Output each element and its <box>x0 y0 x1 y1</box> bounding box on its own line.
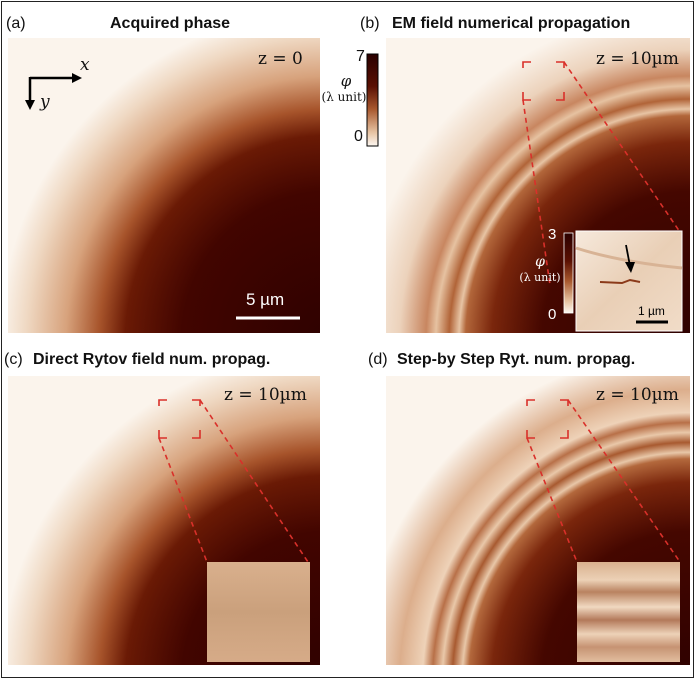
panel-b-z-label: z = 10µm <box>596 49 679 69</box>
panel-c-z-label: z = 10µm <box>224 385 307 405</box>
colorbar-inset-max: 3 <box>548 226 557 243</box>
colorbar-main-min: 0 <box>354 128 363 145</box>
inset-d-image <box>577 562 680 662</box>
zoom-box-b <box>522 61 683 286</box>
colorbar-inset-min: 0 <box>548 306 557 323</box>
panel-a-letter: (a) <box>6 15 26 32</box>
inset-b-defect <box>599 278 641 285</box>
panel-a-z-label: z = 0 <box>258 49 303 69</box>
zoom-box-c <box>158 399 309 563</box>
panel-d-title: Step-by Step Ryt. num. propag. <box>397 351 636 368</box>
axis-y-label: y <box>40 92 50 112</box>
colorbar-main <box>366 53 379 147</box>
inset-scalebar-label: 1 µm <box>638 304 665 318</box>
panel-a-image <box>8 38 320 333</box>
zoom-box-d <box>526 399 681 563</box>
inset-b-feature <box>575 246 683 270</box>
panel-b-letter: (b) <box>360 15 380 32</box>
panel-a-title: Acquired phase <box>110 15 231 32</box>
colorbar-main-symbol: φ <box>340 72 352 90</box>
axis-arrows <box>25 73 82 110</box>
inset-b-arrow <box>625 244 635 273</box>
panel-b-title: EM field numerical propagation <box>392 15 631 32</box>
panel-d-z-label: z = 10µm <box>596 385 679 405</box>
scalebar-label: 5 µm <box>246 290 285 309</box>
colorbar-inset-unit: (λ unit) <box>519 271 561 284</box>
colorbar-main-max: 7 <box>356 48 365 65</box>
colorbar-inset-symbol: φ <box>535 254 545 270</box>
panel-c-title: Direct Rytov field num. propag. <box>33 351 271 368</box>
panel-c-letter: (c) <box>4 351 23 368</box>
colorbar-main-unit: (λ unit) <box>321 90 367 104</box>
axis-x-label: x <box>80 55 90 75</box>
colorbar-inset <box>563 232 574 314</box>
inset-c-image <box>207 562 310 662</box>
panel-d-letter: (d) <box>368 351 388 368</box>
